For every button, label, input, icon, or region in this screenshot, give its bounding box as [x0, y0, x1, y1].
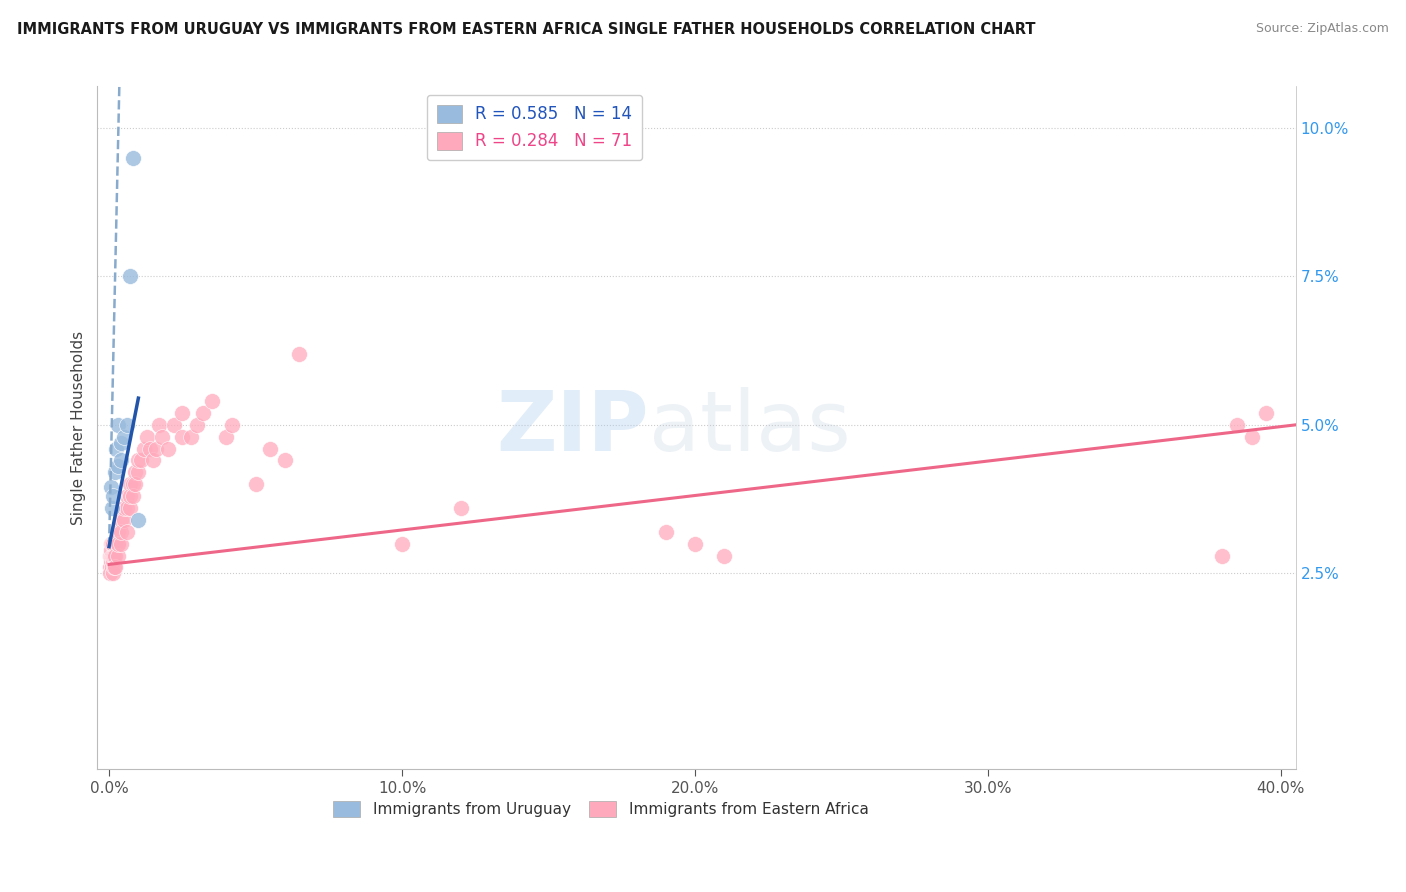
- Point: [118, 269, 141, 284]
- Point: [112, 430, 135, 444]
- Point: [101, 554, 124, 568]
- Point: [172, 430, 194, 444]
- Point: [127, 453, 149, 467]
- Point: [391, 536, 413, 550]
- Point: [107, 417, 129, 432]
- Point: [115, 417, 138, 432]
- Point: [127, 513, 149, 527]
- Point: [221, 417, 243, 432]
- Point: [103, 489, 125, 503]
- Point: [134, 442, 156, 456]
- Text: Source: ZipAtlas.com: Source: ZipAtlas.com: [1256, 22, 1389, 36]
- Point: [215, 430, 238, 444]
- Point: [1240, 430, 1263, 444]
- Point: [124, 477, 146, 491]
- Point: [150, 430, 173, 444]
- Point: [98, 560, 121, 574]
- Point: [104, 536, 127, 550]
- Point: [101, 501, 124, 516]
- Point: [127, 466, 149, 480]
- Point: [191, 406, 214, 420]
- Point: [118, 477, 141, 491]
- Point: [101, 566, 124, 581]
- Point: [121, 151, 143, 165]
- Point: [107, 549, 129, 563]
- Point: [110, 453, 132, 467]
- Point: [104, 466, 127, 480]
- Point: [129, 453, 152, 467]
- Point: [110, 435, 132, 450]
- Point: [654, 524, 676, 539]
- Point: [104, 549, 127, 563]
- Point: [115, 501, 138, 516]
- Point: [245, 477, 267, 491]
- Point: [100, 549, 122, 563]
- Point: [103, 536, 125, 550]
- Point: [201, 394, 224, 409]
- Point: [156, 442, 179, 456]
- Point: [107, 536, 129, 550]
- Point: [98, 566, 121, 581]
- Point: [121, 477, 143, 491]
- Point: [112, 513, 135, 527]
- Point: [274, 453, 297, 467]
- Point: [145, 442, 167, 456]
- Point: [107, 536, 129, 550]
- Point: [107, 459, 129, 474]
- Point: [172, 406, 194, 420]
- Point: [180, 430, 202, 444]
- Point: [259, 442, 281, 456]
- Point: [104, 560, 127, 574]
- Point: [118, 489, 141, 503]
- Point: [713, 549, 735, 563]
- Point: [136, 430, 159, 444]
- Text: atlas: atlas: [648, 387, 851, 468]
- Point: [101, 549, 124, 563]
- Point: [139, 442, 162, 456]
- Point: [118, 501, 141, 516]
- Point: [683, 536, 706, 550]
- Point: [100, 536, 122, 550]
- Point: [142, 453, 165, 467]
- Y-axis label: Single Father Households: Single Father Households: [72, 331, 86, 524]
- Point: [101, 549, 124, 563]
- Point: [115, 489, 138, 503]
- Point: [110, 536, 132, 550]
- Point: [186, 417, 208, 432]
- Point: [1226, 417, 1249, 432]
- Text: IMMIGRANTS FROM URUGUAY VS IMMIGRANTS FROM EASTERN AFRICA SINGLE FATHER HOUSEHOL: IMMIGRANTS FROM URUGUAY VS IMMIGRANTS FR…: [17, 22, 1035, 37]
- Point: [110, 513, 132, 527]
- Point: [107, 524, 129, 539]
- Legend: Immigrants from Uruguay, Immigrants from Eastern Africa: Immigrants from Uruguay, Immigrants from…: [326, 795, 875, 823]
- Point: [103, 560, 125, 574]
- Point: [100, 560, 122, 574]
- Point: [105, 442, 128, 456]
- Point: [115, 524, 138, 539]
- Point: [162, 417, 184, 432]
- Point: [100, 480, 122, 494]
- Point: [124, 466, 146, 480]
- Point: [100, 542, 122, 557]
- Point: [148, 417, 170, 432]
- Point: [1211, 549, 1233, 563]
- Point: [112, 501, 135, 516]
- Point: [1256, 406, 1278, 420]
- Point: [103, 549, 125, 563]
- Point: [101, 536, 124, 550]
- Text: ZIP: ZIP: [496, 387, 648, 468]
- Point: [110, 524, 132, 539]
- Point: [98, 549, 121, 563]
- Point: [100, 554, 122, 568]
- Point: [450, 501, 472, 516]
- Point: [288, 346, 311, 360]
- Point: [121, 489, 143, 503]
